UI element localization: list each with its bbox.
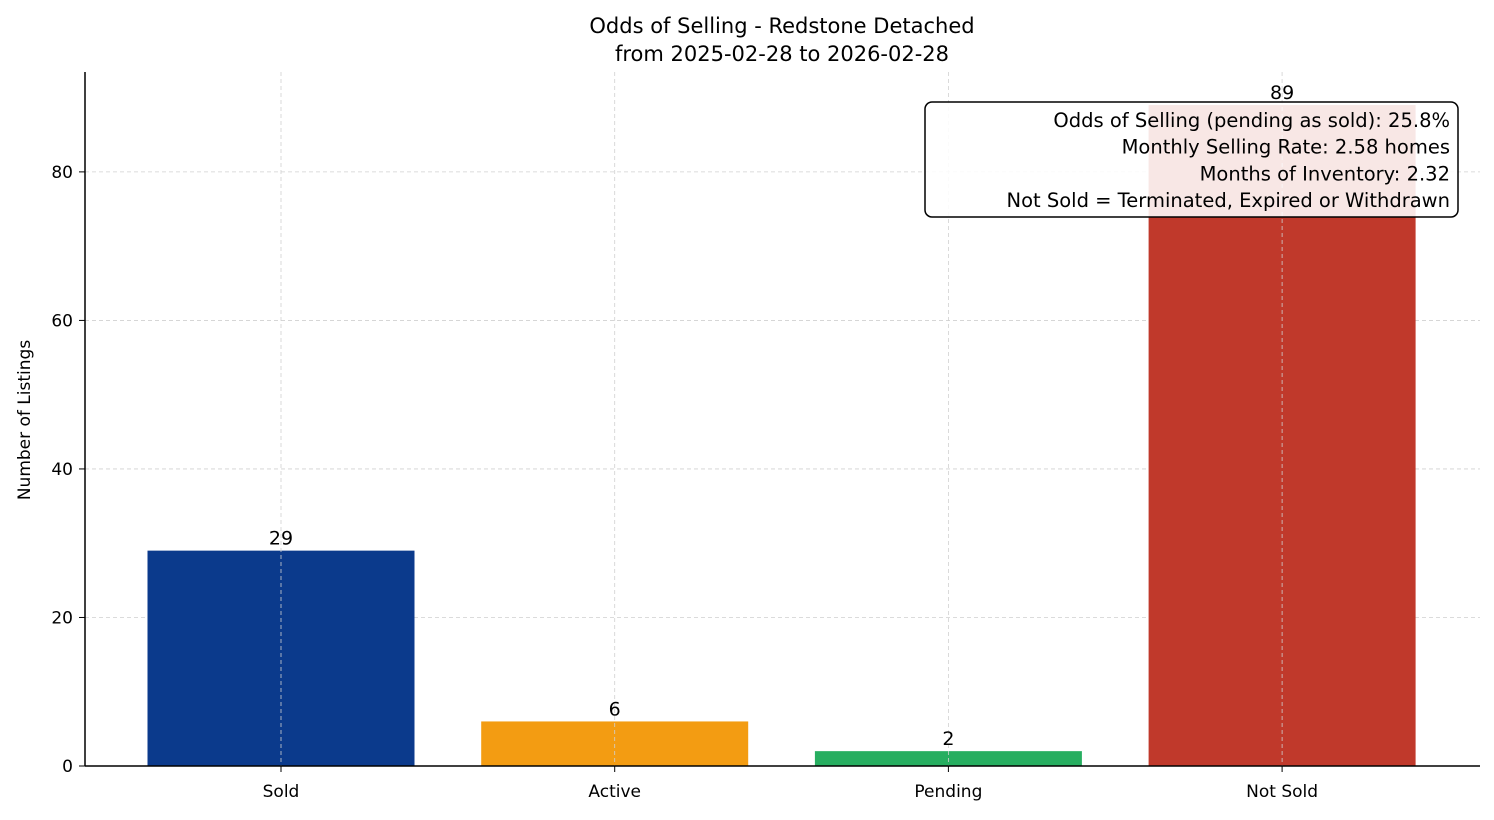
y-axis-label: Number of Listings	[15, 340, 35, 500]
x-tick-label: Active	[588, 782, 641, 802]
data-label: 2	[942, 728, 954, 750]
annotation-frame	[924, 101, 1459, 218]
axes: 0 20 40 60 80 Sold Active Pending Not Sold	[51, 72, 1480, 802]
annotation-line: Odds of Selling (pending as sold): 25.8%	[1053, 109, 1450, 132]
y-tick-label: 60	[51, 311, 73, 331]
annotation-line: Monthly Selling Rate: 2.58 homes	[1122, 136, 1450, 159]
data-label: 29	[269, 528, 293, 550]
annotation-line: Not Sold = Terminated, Expired or Withdr…	[1006, 189, 1450, 212]
x-tick-label: Not Sold	[1246, 782, 1318, 802]
data-label: 89	[1270, 82, 1294, 104]
y-tick-label: 20	[51, 608, 73, 628]
annotation-box: Odds of Selling (pending as sold): 25.8%…	[924, 101, 1459, 218]
annotation-line: Months of Inventory: 2.32	[1200, 162, 1450, 185]
y-tick-label: 0	[62, 757, 73, 777]
chart-title: Odds of Selling - Redstone Detached	[589, 14, 974, 38]
y-tick-label: 40	[51, 460, 73, 480]
x-tick-label: Pending	[914, 782, 982, 802]
chart-subtitle: from 2025-02-28 to 2026-02-28	[615, 42, 949, 66]
y-tick-label: 80	[51, 163, 73, 183]
x-tick-label: Sold	[263, 782, 300, 802]
data-label: 6	[609, 698, 621, 720]
data-labels: 29 6 2 89	[269, 82, 1294, 750]
